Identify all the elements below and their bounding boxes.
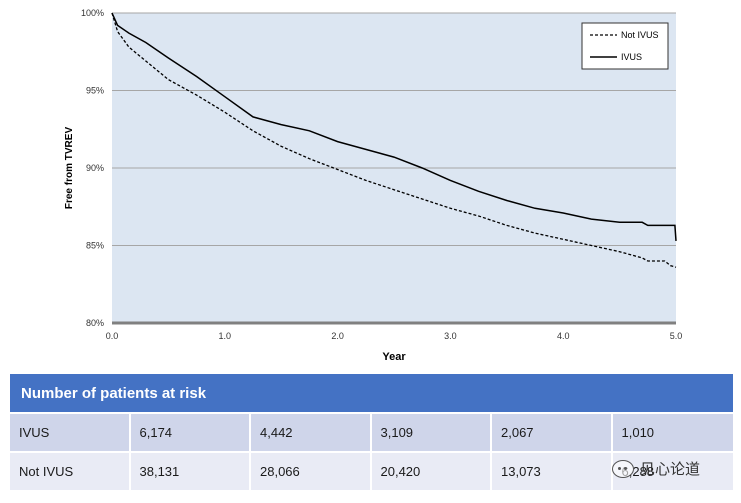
risk-cell: 2,067: [492, 414, 613, 453]
risk-cell: 20,420: [371, 453, 492, 492]
y-axis-label: Free from TVREV: [64, 127, 75, 210]
y-tick-label: 90%: [86, 163, 104, 173]
risk-table: Number of patients at risk IVUS 6,174 4,…: [10, 374, 733, 492]
watermark: 见心论道: [612, 458, 700, 479]
risk-cell: 28,066: [251, 453, 372, 492]
series-lines: [111, 12, 677, 268]
wechat-icon: [612, 459, 634, 478]
x-tick-label: 4.0: [557, 331, 570, 341]
series-line-not-ivus: [111, 12, 677, 268]
y-tick-label: 100%: [81, 8, 104, 18]
legend-label-ivus: IVUS: [621, 52, 642, 62]
risk-cell: 6,174: [130, 414, 251, 453]
legend-label-not-ivus: Not IVUS: [621, 30, 659, 40]
y-tick-label: 85%: [86, 241, 104, 251]
x-tick-labels: 0.0 1.0 2.0 3.0 4.0 5.0: [106, 331, 683, 341]
risk-row-label: Not IVUS: [10, 453, 131, 492]
risk-cell: 4,442: [251, 414, 372, 453]
risk-cell: 3,109: [371, 414, 492, 453]
risk-cell: 1,010: [612, 414, 733, 453]
risk-cell: 38,131: [130, 453, 251, 492]
legend: Not IVUS IVUS: [581, 22, 669, 70]
watermark-text: 见心论道: [640, 461, 701, 478]
survival-chart: 80% 85% 90% 95% 100% 0.0 1.0 2.0 3.0 4.0 5.0 Free…: [64, 8, 683, 363]
x-tick-label: 3.0: [444, 331, 457, 341]
risk-table-title: Number of patients at risk: [10, 374, 733, 414]
x-axis-label: Year: [382, 351, 406, 363]
x-tick-label: 2.0: [331, 331, 344, 341]
y-tick-label: 95%: [86, 86, 104, 96]
x-tick-label: 5.0: [670, 331, 683, 341]
y-tick-labels: 80% 85% 90% 95% 100%: [81, 8, 104, 328]
legend-box: [581, 22, 669, 70]
risk-row-ivus: IVUS 6,174 4,442 3,109 2,067 1,010: [10, 414, 733, 453]
x-tick-label: 1.0: [219, 331, 232, 341]
gridlines: [112, 12, 676, 246]
y-tick-label: 80%: [86, 318, 104, 328]
risk-row-label: IVUS: [10, 414, 131, 453]
series-line-ivus: [111, 12, 677, 241]
risk-cell: 13,073: [492, 453, 613, 492]
x-tick-label: 0.0: [106, 331, 119, 341]
